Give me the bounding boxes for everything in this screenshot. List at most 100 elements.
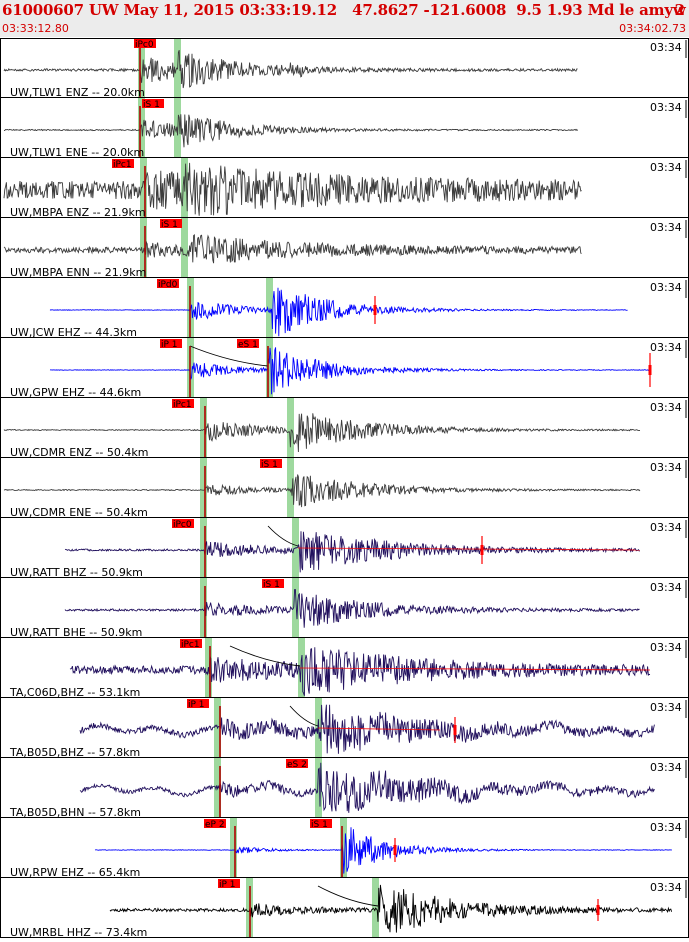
pick-box[interactable] bbox=[262, 579, 284, 588]
pick-label[interactable]: iP 1 bbox=[161, 340, 178, 350]
pick-box[interactable] bbox=[260, 459, 282, 468]
station-label: UW,RATT BHZ -- 50.9km bbox=[10, 566, 143, 579]
theory-arrival-band bbox=[200, 458, 207, 518]
seismogram-svg[interactable]: iPc0 UW,TLW1 ENZ -- 20.0km 03:34 iS 1 UW,TLW… bbox=[0, 38, 689, 939]
station-label: UW,CDMR ENE -- 50.4km bbox=[10, 506, 148, 519]
pick-label[interactable]: iPc1 bbox=[181, 640, 200, 650]
trace-row[interactable]: eP 2 iS 1 UW,RPW EHZ -- 65.4km 03:34 bbox=[0, 818, 689, 879]
pick-box[interactable] bbox=[172, 399, 194, 408]
trace-row[interactable]: iPc1 UW,MBPA ENZ -- 21.9km 03:34 bbox=[0, 158, 689, 219]
pick-label[interactable]: iP 1 bbox=[188, 700, 205, 710]
trace-time-label: 03:34 bbox=[650, 461, 682, 474]
pick-box[interactable] bbox=[160, 219, 182, 228]
amplitude-marker-box bbox=[648, 365, 652, 375]
amplitude-marker-box bbox=[373, 305, 377, 315]
pick-label[interactable]: iPc1 bbox=[173, 400, 192, 410]
pick-box[interactable] bbox=[187, 699, 209, 708]
pick-box[interactable] bbox=[310, 819, 332, 828]
theory-arrival-band bbox=[340, 818, 347, 878]
pick-box[interactable] bbox=[112, 159, 134, 168]
pick-box[interactable] bbox=[160, 339, 182, 348]
pick-label[interactable]: iPc0 bbox=[135, 40, 154, 50]
trace-row[interactable]: iP 1 UW,MRBL HHZ -- 73.4km 03:34 bbox=[0, 878, 689, 939]
end-time: 03:34:02.73 bbox=[619, 22, 686, 35]
pick-box[interactable] bbox=[142, 99, 164, 108]
pick-label[interactable]: iS 1 bbox=[143, 100, 160, 110]
amplitude-marker-box bbox=[393, 845, 397, 855]
theory-arrival-band bbox=[138, 38, 145, 98]
waveform bbox=[3, 114, 578, 148]
pick-box[interactable] bbox=[218, 879, 240, 888]
trace-row[interactable]: iP 1 TA,B05D,BHZ -- 57.8km 03:34 bbox=[0, 698, 689, 759]
theory-arrival-band bbox=[200, 518, 207, 578]
trace-time-label: 03:34 bbox=[650, 521, 682, 534]
trace-row[interactable]: iS 1 UW,MBPA ENN -- 21.9km 03:34 bbox=[0, 218, 689, 279]
pick-label[interactable]: eS 2 bbox=[287, 760, 307, 770]
pick-box[interactable] bbox=[172, 519, 194, 528]
trace-time-label: 03:34 bbox=[650, 101, 682, 114]
pick-box[interactable] bbox=[204, 819, 226, 828]
station-label: UW,MBPA ENZ -- 21.9km bbox=[10, 206, 146, 219]
page-number: 2 bbox=[674, 1, 685, 19]
trace-row[interactable]: iPc1 TA,C06D,BHZ -- 53.1km 03:34 bbox=[0, 638, 689, 699]
pick-label[interactable]: iP 1 bbox=[219, 880, 236, 890]
pick-label[interactable]: iS 1 bbox=[261, 460, 278, 470]
station-label: TA,C06D,BHZ -- 53.1km bbox=[9, 686, 140, 699]
trace-row[interactable]: iP 1 eS 1 UW,GPW EHZ -- 44.6km 03:34 bbox=[0, 338, 689, 399]
trace-time-label: 03:34 bbox=[650, 581, 682, 594]
trace-row[interactable]: iPd0 UW,JCW EHZ -- 44.3km 03:34 bbox=[0, 278, 689, 339]
waveform bbox=[49, 287, 628, 337]
waveform bbox=[3, 474, 641, 508]
station-label: UW,TLW1 ENE -- 20.0km bbox=[10, 146, 144, 159]
trace-row[interactable]: iS 1 UW,TLW1 ENE -- 20.0km 03:34 bbox=[0, 98, 689, 159]
trace-time-label: 03:34 bbox=[650, 701, 682, 714]
waveform bbox=[79, 762, 655, 813]
pick-label[interactable]: iPd0 bbox=[158, 280, 178, 290]
pick-label[interactable]: eP 2 bbox=[205, 820, 225, 830]
seismogram-panel[interactable]: iPc0 UW,TLW1 ENZ -- 20.0km 03:34 iS 1 UW,TLW… bbox=[0, 38, 689, 939]
pick-label[interactable]: iS 1 bbox=[161, 220, 178, 230]
pick-label[interactable]: iPc0 bbox=[173, 520, 192, 530]
pick-box[interactable] bbox=[237, 339, 259, 348]
station-label: UW,MRBL HHZ -- 73.4km bbox=[10, 926, 147, 938]
trace-row[interactable]: iS 1 UW,CDMR ENE -- 50.4km 03:34 bbox=[0, 458, 689, 519]
trace-time-label: 03:34 bbox=[650, 221, 682, 234]
station-label: UW,JCW EHZ -- 44.3km bbox=[10, 326, 137, 339]
station-label: TA,B05D,BHZ -- 57.8km bbox=[9, 746, 140, 759]
trace-time-label: 03:34 bbox=[650, 161, 682, 174]
waveform bbox=[3, 233, 582, 264]
waveform bbox=[109, 884, 673, 933]
pick-box[interactable] bbox=[180, 639, 202, 648]
theory-arrival-band bbox=[287, 398, 294, 458]
pick-label[interactable]: iS 1 bbox=[311, 820, 328, 830]
amplitude-baseline bbox=[297, 547, 641, 551]
coda-curve bbox=[229, 645, 301, 667]
pick-box[interactable] bbox=[134, 39, 156, 48]
trace-row[interactable]: iPc1 UW,CDMR ENZ -- 50.4km 03:34 bbox=[0, 398, 689, 459]
amplitude-marker-box bbox=[480, 545, 484, 555]
trace-row[interactable]: iPc0 UW,RATT BHZ -- 50.9km 03:34 bbox=[0, 518, 689, 579]
trace-row[interactable]: iPc0 UW,TLW1 ENZ -- 20.0km 03:34 bbox=[0, 38, 689, 99]
pick-label[interactable]: eS 1 bbox=[238, 340, 258, 350]
trace-row[interactable]: iS 1 UW,RATT BHE -- 50.9km 03:34 bbox=[0, 578, 689, 639]
start-time: 03:33:12.80 bbox=[2, 22, 69, 35]
station-label: UW,CDMR ENZ -- 50.4km bbox=[10, 446, 148, 459]
theory-arrival-band bbox=[140, 158, 147, 218]
trace-time-label: 03:34 bbox=[650, 761, 682, 774]
theory-arrival-band bbox=[140, 218, 147, 278]
trace-time-label: 03:34 bbox=[650, 881, 682, 894]
waveform bbox=[49, 347, 651, 395]
pick-label[interactable]: iPc1 bbox=[113, 160, 132, 170]
pick-label[interactable]: iS 1 bbox=[263, 580, 280, 590]
waveform bbox=[94, 827, 673, 874]
waveform bbox=[64, 589, 640, 628]
waveform bbox=[3, 413, 641, 453]
amplitude-baseline bbox=[317, 727, 441, 731]
pick-box[interactable] bbox=[157, 279, 179, 288]
coda-curve bbox=[289, 705, 319, 727]
trace-row[interactable]: eS 2 TA,B05D,BHN -- 57.8km 03:34 bbox=[0, 758, 689, 819]
theory-arrival-band bbox=[266, 338, 273, 398]
event-header: 61000607 UW May 11, 2015 03:33:19.12 47.… bbox=[0, 0, 689, 37]
station-label: UW,TLW1 ENZ -- 20.0km bbox=[10, 86, 145, 99]
pick-box[interactable] bbox=[286, 759, 308, 768]
